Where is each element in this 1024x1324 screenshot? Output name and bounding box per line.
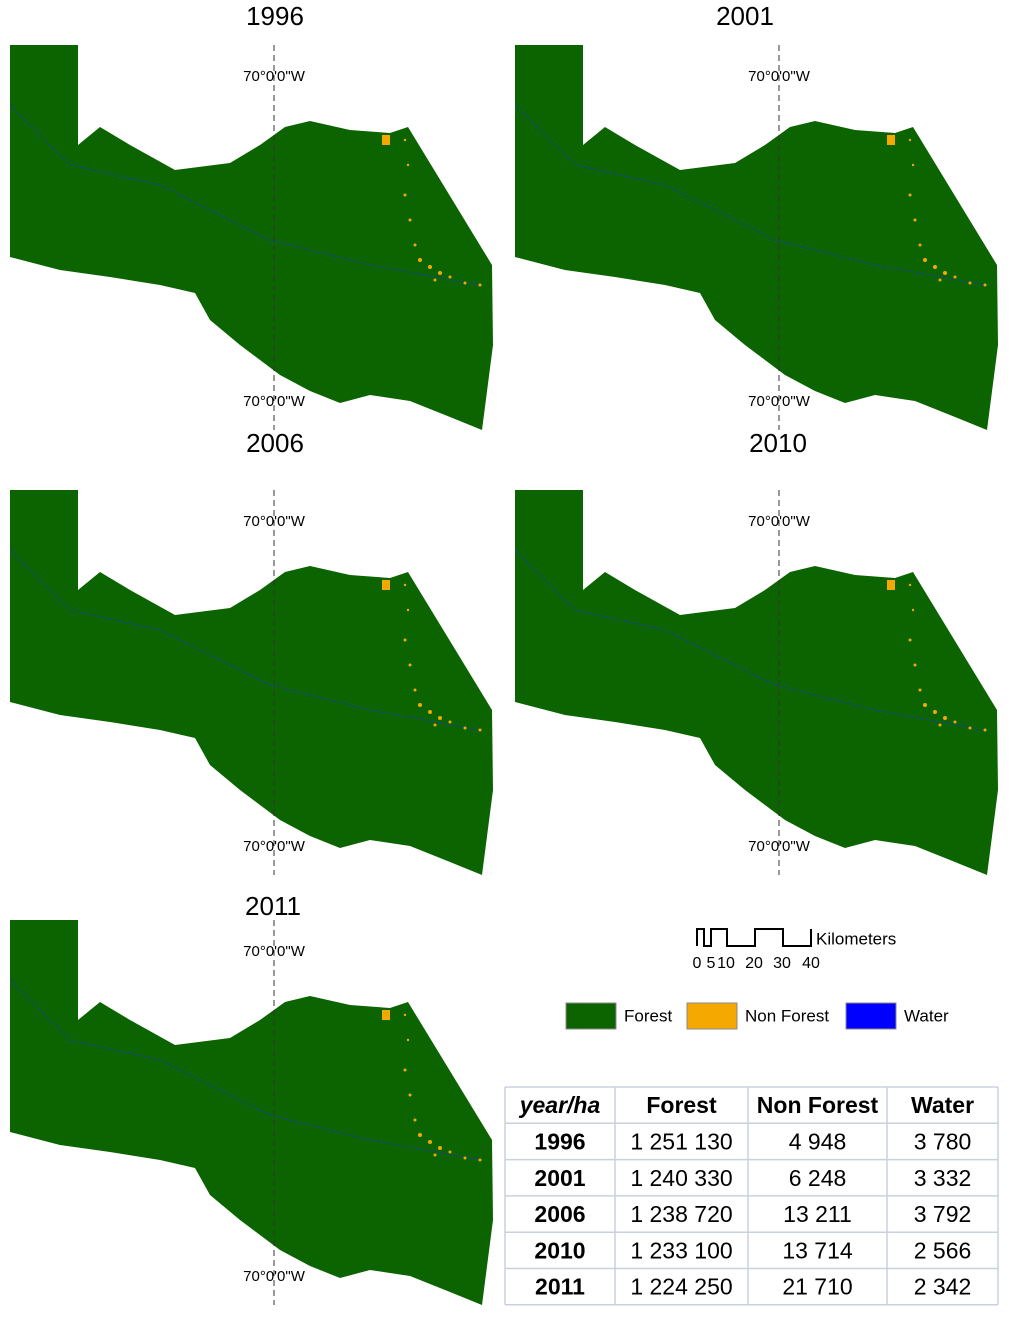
table-cell: 13 714 (782, 1237, 853, 1263)
table-cell: 3 780 (914, 1129, 972, 1155)
scale-bar (696, 928, 812, 947)
table-header: Water (911, 1092, 974, 1118)
table-cell: 4 948 (789, 1129, 847, 1155)
region-map (9, 44, 494, 431)
meridian-label: 70°0'0"W (243, 943, 306, 960)
table-cell: 13 211 (783, 1201, 852, 1227)
map-panel (9, 919, 494, 1306)
table-cell: 2 566 (914, 1237, 972, 1263)
scale-tick-label: 30 (773, 955, 791, 972)
region-map (9, 489, 494, 876)
table-cell: 1 251 130 (630, 1129, 732, 1155)
table-cell: 2010 (534, 1237, 585, 1263)
map-panel (9, 489, 494, 876)
scale-tick-label: 5 (707, 955, 716, 972)
meridian-label: 70°0'0"W (748, 68, 811, 85)
table-cell: 1 224 250 (630, 1274, 732, 1300)
table-header: Non Forest (757, 1092, 879, 1118)
legend-label: Non Forest (745, 1006, 829, 1025)
map-title: 2010 (749, 428, 807, 458)
legend-swatch (845, 1002, 897, 1030)
legend-swatch (686, 1002, 738, 1030)
scale-tick-label: 10 (717, 955, 735, 972)
table-cell: 1 238 720 (630, 1201, 732, 1227)
legend-label: Forest (624, 1006, 672, 1025)
table-cell: 2001 (534, 1165, 585, 1191)
table-header: year/ha (519, 1092, 601, 1118)
meridian-label: 70°0'0"W (243, 1268, 306, 1285)
region-map (514, 44, 999, 431)
table-cell: 6 248 (789, 1165, 847, 1191)
meridian-label: 70°0'0"W (748, 838, 811, 855)
map-panel (9, 44, 494, 431)
map-title: 2001 (716, 1, 774, 31)
scale-tick-label: 20 (745, 955, 763, 972)
legend-label: Water (904, 1006, 949, 1025)
map-title: 2011 (245, 891, 301, 921)
table-cell: 2011 (535, 1274, 585, 1300)
map-panel (514, 44, 999, 431)
table-cell: 2006 (534, 1201, 585, 1227)
map-panel (514, 489, 999, 876)
table-cell: 3 792 (914, 1201, 972, 1227)
scale-unit: Kilometers (816, 929, 896, 948)
map-title: 2006 (246, 428, 304, 458)
region-map (9, 919, 494, 1306)
meridian-label: 70°0'0"W (748, 393, 811, 410)
table-cell: 3 332 (914, 1165, 972, 1191)
meridian-label: 70°0'0"W (243, 513, 306, 530)
meridian-label: 70°0'0"W (243, 68, 306, 85)
meridian-label: 70°0'0"W (748, 513, 811, 530)
meridian-label: 70°0'0"W (243, 838, 306, 855)
map-title: 1996 (246, 1, 304, 31)
table-cell: 21 710 (782, 1274, 852, 1300)
table-header: Forest (646, 1092, 717, 1118)
scale-tick-label: 40 (802, 955, 820, 972)
legend-swatch (565, 1002, 617, 1030)
meridian-label: 70°0'0"W (243, 393, 306, 410)
region-map (514, 489, 999, 876)
table-cell: 1996 (534, 1129, 585, 1155)
scale-tick-label: 0 (693, 955, 702, 972)
table-cell: 1 240 330 (630, 1165, 732, 1191)
table-cell: 1 233 100 (630, 1237, 732, 1263)
table-cell: 2 342 (914, 1274, 972, 1300)
